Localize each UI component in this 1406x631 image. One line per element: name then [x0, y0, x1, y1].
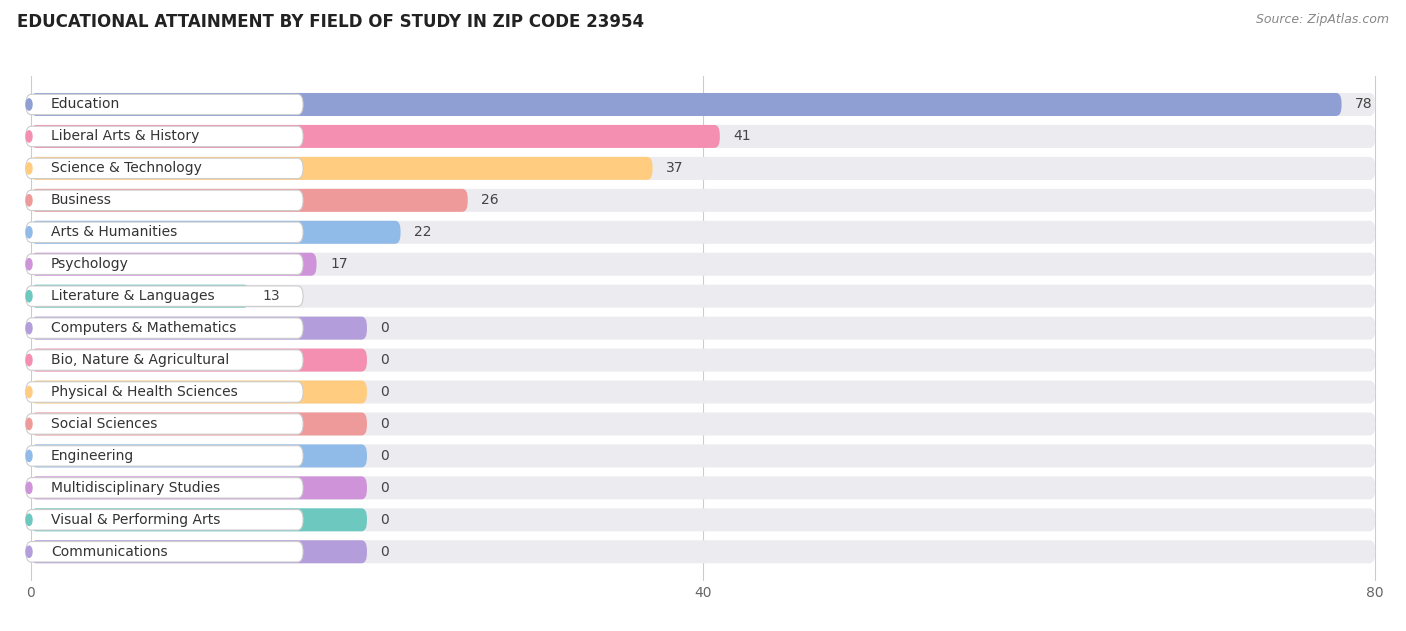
FancyBboxPatch shape — [31, 317, 367, 339]
Text: Education: Education — [51, 97, 121, 112]
FancyBboxPatch shape — [31, 444, 1375, 468]
Text: 0: 0 — [381, 385, 389, 399]
FancyBboxPatch shape — [31, 413, 1375, 435]
FancyBboxPatch shape — [25, 190, 304, 211]
Text: Business: Business — [51, 193, 112, 208]
FancyBboxPatch shape — [31, 125, 1375, 148]
Text: Engineering: Engineering — [51, 449, 135, 463]
FancyBboxPatch shape — [25, 478, 304, 498]
FancyBboxPatch shape — [31, 285, 1375, 308]
FancyBboxPatch shape — [31, 221, 401, 244]
FancyBboxPatch shape — [31, 189, 468, 212]
FancyBboxPatch shape — [31, 125, 720, 148]
Text: 0: 0 — [381, 321, 389, 335]
FancyBboxPatch shape — [25, 254, 304, 274]
Circle shape — [27, 514, 32, 526]
FancyBboxPatch shape — [25, 158, 304, 179]
Text: 0: 0 — [381, 513, 389, 527]
Text: Psychology: Psychology — [51, 257, 129, 271]
Circle shape — [27, 386, 32, 398]
FancyBboxPatch shape — [31, 413, 367, 435]
Circle shape — [27, 131, 32, 142]
Circle shape — [27, 322, 32, 334]
Text: EDUCATIONAL ATTAINMENT BY FIELD OF STUDY IN ZIP CODE 23954: EDUCATIONAL ATTAINMENT BY FIELD OF STUDY… — [17, 13, 644, 31]
Text: 0: 0 — [381, 545, 389, 559]
Text: Literature & Languages: Literature & Languages — [51, 289, 215, 303]
FancyBboxPatch shape — [31, 348, 1375, 372]
Text: Science & Technology: Science & Technology — [51, 162, 202, 175]
FancyBboxPatch shape — [25, 318, 304, 338]
FancyBboxPatch shape — [25, 445, 304, 466]
Text: Communications: Communications — [51, 545, 167, 559]
Circle shape — [27, 99, 32, 110]
FancyBboxPatch shape — [31, 540, 1375, 563]
Text: 41: 41 — [734, 129, 751, 143]
FancyBboxPatch shape — [31, 285, 249, 308]
FancyBboxPatch shape — [25, 510, 304, 530]
FancyBboxPatch shape — [31, 189, 1375, 212]
Circle shape — [27, 227, 32, 238]
FancyBboxPatch shape — [31, 509, 1375, 531]
Text: 22: 22 — [413, 225, 432, 239]
Text: 0: 0 — [381, 449, 389, 463]
Circle shape — [27, 418, 32, 430]
Circle shape — [27, 451, 32, 461]
Text: 17: 17 — [330, 257, 347, 271]
FancyBboxPatch shape — [31, 540, 367, 563]
Text: 37: 37 — [666, 162, 683, 175]
FancyBboxPatch shape — [31, 509, 367, 531]
FancyBboxPatch shape — [31, 380, 1375, 403]
Circle shape — [27, 259, 32, 270]
FancyBboxPatch shape — [25, 414, 304, 434]
FancyBboxPatch shape — [31, 221, 1375, 244]
Circle shape — [27, 482, 32, 493]
FancyBboxPatch shape — [31, 476, 367, 499]
Text: 0: 0 — [381, 353, 389, 367]
FancyBboxPatch shape — [31, 253, 316, 276]
FancyBboxPatch shape — [31, 93, 1341, 116]
Text: Bio, Nature & Agricultural: Bio, Nature & Agricultural — [51, 353, 229, 367]
FancyBboxPatch shape — [31, 380, 367, 403]
FancyBboxPatch shape — [25, 126, 304, 146]
FancyBboxPatch shape — [25, 94, 304, 115]
FancyBboxPatch shape — [31, 157, 652, 180]
Text: 0: 0 — [381, 417, 389, 431]
Circle shape — [27, 195, 32, 206]
Text: Visual & Performing Arts: Visual & Performing Arts — [51, 513, 221, 527]
Text: Social Sciences: Social Sciences — [51, 417, 157, 431]
FancyBboxPatch shape — [25, 286, 304, 307]
Text: 0: 0 — [381, 481, 389, 495]
FancyBboxPatch shape — [25, 222, 304, 242]
Circle shape — [27, 355, 32, 366]
FancyBboxPatch shape — [31, 253, 1375, 276]
FancyBboxPatch shape — [31, 93, 1375, 116]
Circle shape — [27, 290, 32, 302]
Text: Arts & Humanities: Arts & Humanities — [51, 225, 177, 239]
FancyBboxPatch shape — [25, 350, 304, 370]
FancyBboxPatch shape — [31, 317, 1375, 339]
Text: Source: ZipAtlas.com: Source: ZipAtlas.com — [1256, 13, 1389, 26]
Text: Multidisciplinary Studies: Multidisciplinary Studies — [51, 481, 221, 495]
Text: Physical & Health Sciences: Physical & Health Sciences — [51, 385, 238, 399]
Text: Liberal Arts & History: Liberal Arts & History — [51, 129, 200, 143]
Circle shape — [27, 163, 32, 174]
Text: 78: 78 — [1355, 97, 1372, 112]
Text: Computers & Mathematics: Computers & Mathematics — [51, 321, 236, 335]
FancyBboxPatch shape — [25, 541, 304, 562]
FancyBboxPatch shape — [31, 348, 367, 372]
Text: 13: 13 — [263, 289, 280, 303]
FancyBboxPatch shape — [31, 444, 367, 468]
FancyBboxPatch shape — [25, 382, 304, 402]
Circle shape — [27, 546, 32, 557]
FancyBboxPatch shape — [31, 157, 1375, 180]
FancyBboxPatch shape — [31, 476, 1375, 499]
Text: 26: 26 — [481, 193, 499, 208]
